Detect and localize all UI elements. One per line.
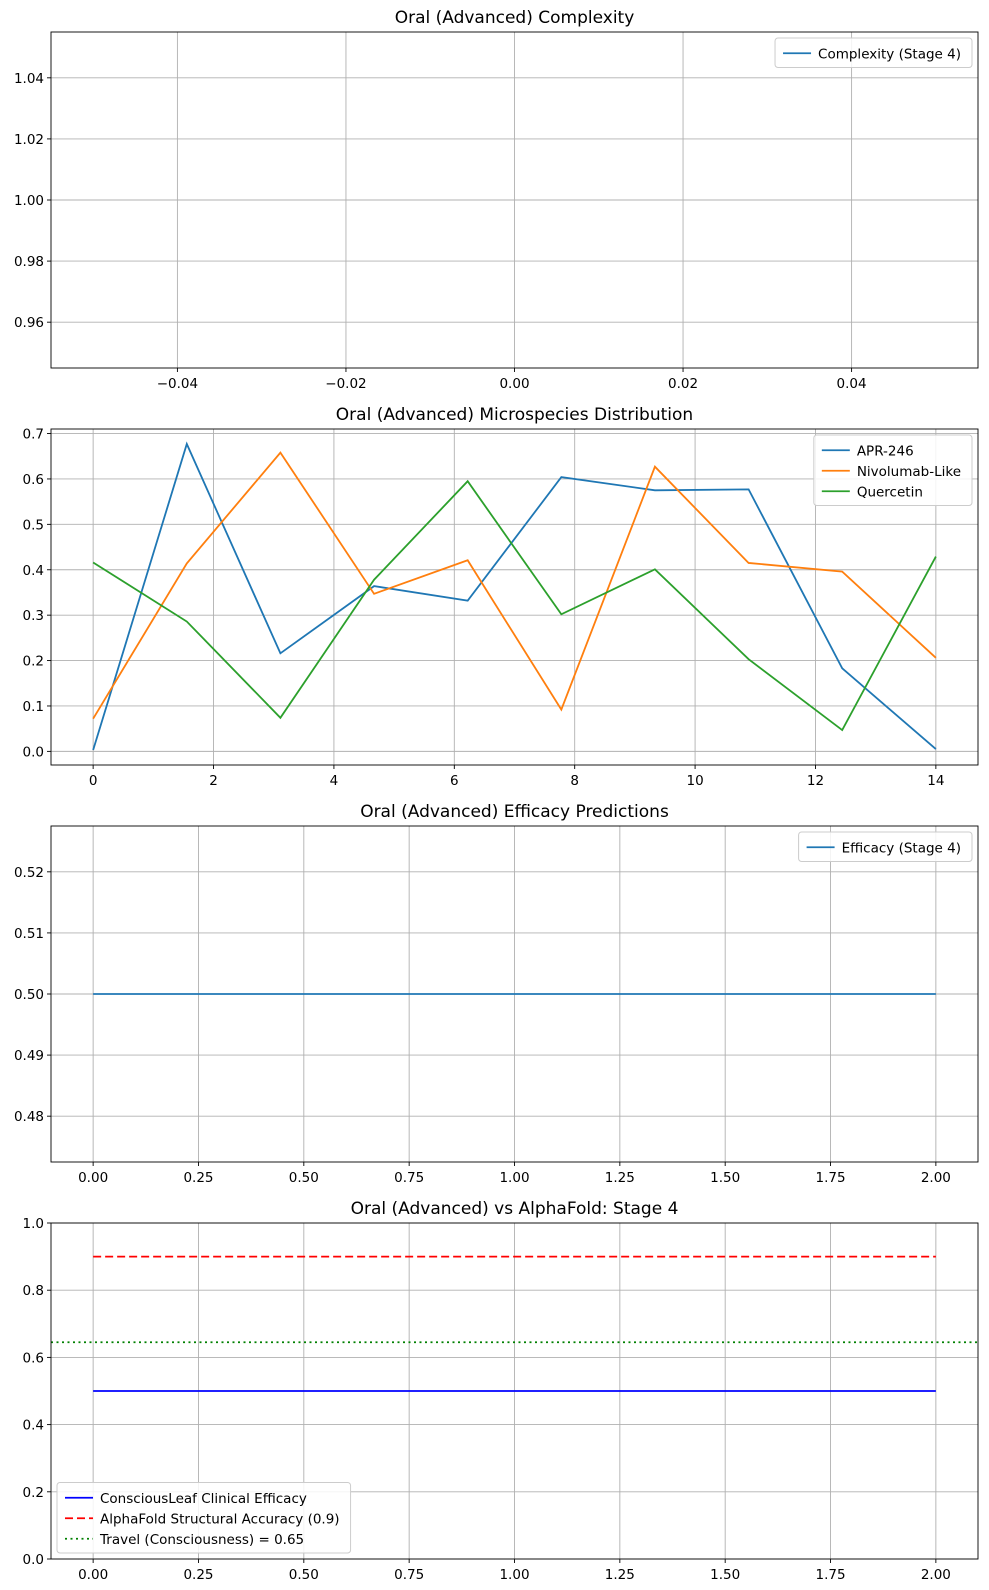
series-line-nivolumab-like xyxy=(92,451,937,720)
y-tick-label: 0.8 xyxy=(23,1283,44,1299)
legend-label: AlphaFold Structural Accuracy (0.9) xyxy=(100,1511,340,1527)
x-tick-label: 0.75 xyxy=(394,1567,424,1583)
chart-panel-4: Oral (Advanced) vs AlphaFold: Stage 4 0.0… xyxy=(23,1199,979,1583)
legend: APR-246 Nivolumab-Like Quercetin xyxy=(813,434,973,506)
x-tick-label: 0.50 xyxy=(289,1567,319,1583)
x-tick-label: 2 xyxy=(209,773,218,789)
chart-title: Oral (Advanced) vs AlphaFold: Stage 4 xyxy=(351,1199,679,1219)
x-tick-label: 1.75 xyxy=(815,1170,845,1186)
x-tick-label: −0.04 xyxy=(157,376,198,392)
x-tick-label: 1.75 xyxy=(815,1567,845,1583)
y-tick-label: 0.96 xyxy=(14,315,44,331)
x-tick-label: 12 xyxy=(807,773,824,789)
x-tick-label: 8 xyxy=(570,773,579,789)
chart-title: Oral (Advanced) Complexity xyxy=(395,8,635,28)
plot-frame xyxy=(50,825,979,1163)
legend-label: APR-246 xyxy=(857,443,914,459)
x-tick-label: 0.50 xyxy=(289,1170,319,1186)
y-tick-label: 0.4 xyxy=(23,1418,44,1434)
y-tick-label: 0.0 xyxy=(23,744,44,760)
y-tick-label: 0.0 xyxy=(23,1552,44,1568)
x-tick-label: 2.00 xyxy=(921,1567,951,1583)
y-tick-label: 0.51 xyxy=(14,926,44,942)
y-tick-label: 0.48 xyxy=(14,1109,44,1125)
x-tick-label: 1.25 xyxy=(605,1567,635,1583)
legend-label: Quercetin xyxy=(857,484,923,500)
y-tick-label: 0.4 xyxy=(23,563,44,579)
x-tick-label: 1.00 xyxy=(499,1567,529,1583)
legend-box xyxy=(56,1482,352,1554)
x-tick-label: 1.25 xyxy=(605,1170,635,1186)
y-tick-label: 0.2 xyxy=(23,654,44,670)
legend-box xyxy=(798,831,973,862)
legend-label: Efficacy (Stage 4) xyxy=(842,840,961,856)
y-tick-label: 0.6 xyxy=(23,1350,44,1366)
legend-label: Complexity (Stage 4) xyxy=(818,46,961,62)
x-tick-label: 1.50 xyxy=(710,1567,740,1583)
legend: ConsciousLeaf Clinical Efficacy AlphaFold… xyxy=(56,1482,352,1554)
legend-box xyxy=(813,434,973,506)
y-tick-label: 0.50 xyxy=(14,987,44,1003)
chart-title: Oral (Advanced) Microspecies Distributio… xyxy=(336,405,693,425)
y-tick-label: 0.5 xyxy=(23,517,44,533)
y-tick-label: 0.2 xyxy=(23,1485,44,1501)
chart-panel-3: Oral (Advanced) Efficacy Predictions 0.00… xyxy=(14,802,979,1186)
y-tick-label: 1.04 xyxy=(14,71,44,87)
legend: Efficacy (Stage 4) xyxy=(798,831,973,862)
x-tick-label: 0.02 xyxy=(668,376,698,392)
x-tick-label: 0.00 xyxy=(78,1567,108,1583)
x-tick-label: 4 xyxy=(330,773,339,789)
x-tick-label: 0.25 xyxy=(183,1567,213,1583)
y-tick-label: 0.3 xyxy=(23,608,44,624)
series-line-apr-246 xyxy=(92,441,937,751)
x-tick-label: −0.02 xyxy=(325,376,366,392)
x-tick-label: 0.25 xyxy=(183,1170,213,1186)
y-tick-label: 1.0 xyxy=(23,1216,44,1232)
x-tick-label: 0.00 xyxy=(499,376,529,392)
legend-label: Travel (Consciousness) = 0.65 xyxy=(99,1532,304,1548)
x-tick-label: 0.00 xyxy=(78,1170,108,1186)
y-tick-label: 0.49 xyxy=(14,1048,44,1064)
y-tick-label: 0.98 xyxy=(14,254,44,270)
y-tick-label: 0.52 xyxy=(14,865,44,881)
x-tick-label: 1.00 xyxy=(499,1170,529,1186)
legend-label: Nivolumab-Like xyxy=(857,464,961,480)
y-tick-label: 0.1 xyxy=(23,699,44,715)
x-tick-label: 10 xyxy=(686,773,703,789)
chart-panel-2: Oral (Advanced) Microspecies Distributio… xyxy=(23,405,979,789)
legend-box xyxy=(774,37,973,68)
x-tick-label: 0.75 xyxy=(394,1170,424,1186)
chart-panel-1: Oral (Advanced) Complexity −0.04 −0.02 0.00… xyxy=(14,8,979,392)
plot-frame xyxy=(50,31,979,369)
y-tick-label: 0.7 xyxy=(23,427,44,443)
x-tick-label: 0.04 xyxy=(837,376,867,392)
y-tick-label: 0.6 xyxy=(23,472,44,488)
series-line-quercetin xyxy=(92,479,937,732)
plot-frame xyxy=(50,1222,979,1560)
y-tick-label: 1.00 xyxy=(14,193,44,209)
x-tick-label: 6 xyxy=(450,773,459,789)
x-tick-label: 14 xyxy=(927,773,944,789)
legend: Complexity (Stage 4) xyxy=(774,37,973,68)
x-tick-label: 2.00 xyxy=(921,1170,951,1186)
plot-frame xyxy=(50,428,979,766)
x-tick-label: 1.50 xyxy=(710,1170,740,1186)
legend-label: ConsciousLeaf Clinical Efficacy xyxy=(100,1491,307,1507)
x-tick-label: 0 xyxy=(89,773,98,789)
chart-title: Oral (Advanced) Efficacy Predictions xyxy=(360,802,669,822)
y-tick-label: 1.02 xyxy=(14,132,44,148)
